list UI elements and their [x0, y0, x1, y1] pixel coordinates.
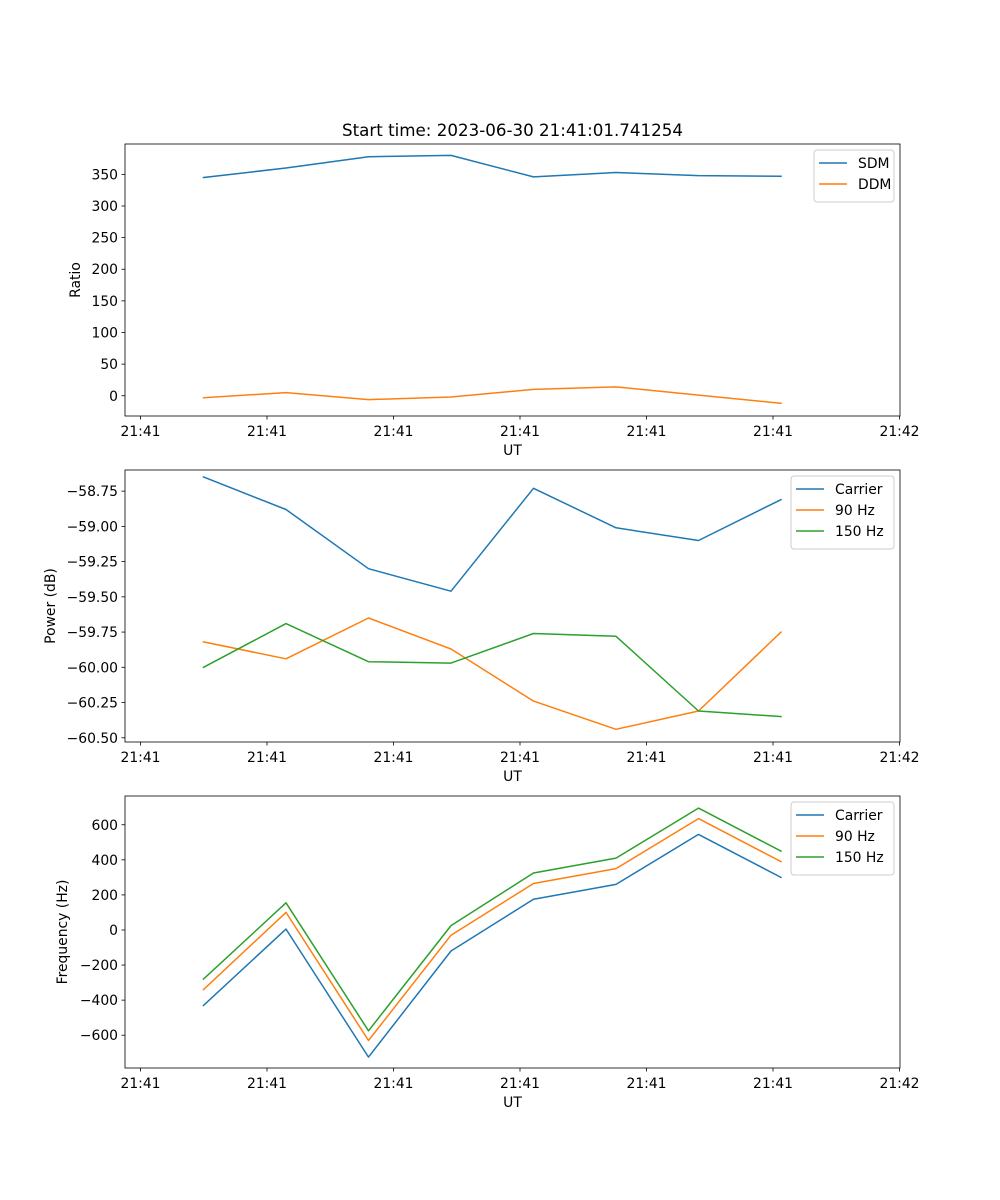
- x-tick-label: 21:41: [373, 1076, 413, 1092]
- x-tick-label: 21:41: [247, 424, 287, 440]
- y-axis-label: Frequency (Hz): [55, 880, 71, 985]
- legend-label-150-hz: 150 Hz: [835, 850, 884, 866]
- y-tick-label: −60.00: [67, 660, 118, 676]
- y-tick-label: 150: [91, 294, 118, 310]
- series-line-sdm: [202, 154, 782, 179]
- y-axis-label: Ratio: [68, 262, 84, 298]
- series-line-ddm: [202, 386, 782, 405]
- y-tick-label: −60.25: [67, 696, 118, 712]
- y-tick-label: −59.00: [67, 519, 118, 535]
- x-tick-label: 21:41: [500, 750, 540, 766]
- y-tick-label: −59.50: [67, 590, 118, 606]
- plot-frame: [124, 469, 901, 743]
- plot-frame: [124, 143, 901, 417]
- legend-label-90-hz: 90 Hz: [835, 829, 875, 845]
- x-tick-label: 21:41: [626, 750, 666, 766]
- series-line-150-hz: [202, 807, 783, 1032]
- y-tick-label: 100: [91, 326, 118, 342]
- y-tick-label: −58.75: [67, 484, 118, 500]
- y-tick-label: 0: [109, 389, 118, 405]
- y-tick-label: 300: [91, 199, 118, 215]
- x-tick-label: 21:41: [247, 750, 287, 766]
- x-axis-label: UT: [503, 443, 522, 459]
- series-line-carrier: [202, 833, 783, 1058]
- x-tick-label: 21:41: [500, 1076, 540, 1092]
- x-tick-label: 21:41: [753, 750, 793, 766]
- subplot-1: 21:41 21:41 21:41 21:41 21:41 21:41 21:42 0 50 10…: [68, 143, 920, 459]
- x-axis-label: UT: [503, 769, 522, 785]
- series-line-150-hz: [202, 622, 782, 718]
- x-tick-label: 21:41: [626, 424, 666, 440]
- y-tick-label: −600: [80, 1028, 118, 1044]
- x-tick-label: 21:42: [879, 1076, 919, 1092]
- chart-title: Start time: 2023-06-30 21:41:01.741254: [342, 120, 683, 140]
- legend-label-150-hz: 150 Hz: [835, 524, 884, 540]
- x-tick-label: 21:41: [120, 750, 160, 766]
- y-tick-label: −60.50: [67, 731, 118, 747]
- y-axis-label: Power (dB): [43, 568, 59, 644]
- legend: Carrier 90 Hz 150 Hz: [790, 801, 895, 876]
- legend-label-carrier: Carrier: [835, 482, 883, 498]
- legend: Carrier 90 Hz 150 Hz: [790, 475, 895, 550]
- y-tick-label: −400: [80, 993, 118, 1009]
- series-line-90-hz: [202, 617, 783, 731]
- legend: SDM DDM: [813, 149, 895, 203]
- subplot-2: 21:41 21:41 21:41 21:41 21:41 21:41 21:42 −60.5…: [43, 469, 920, 785]
- x-tick-label: 21:41: [626, 1076, 666, 1092]
- y-tick-label: 0: [109, 923, 118, 939]
- x-tick-label: 21:41: [120, 424, 160, 440]
- series-line-90-hz: [202, 817, 783, 1042]
- x-tick-label: 21:41: [753, 424, 793, 440]
- subplot-3: 21:41 21:41 21:41 21:41 21:41 21:41 21:42 −600 −…: [55, 795, 920, 1111]
- y-tick-label: 200: [91, 888, 118, 904]
- x-tick-label: 21:41: [373, 424, 413, 440]
- y-tick-label: −59.75: [67, 625, 118, 641]
- legend-label-ddm: DDM: [858, 177, 891, 193]
- y-tick-label: −59.25: [67, 555, 118, 571]
- y-tick-label: 400: [91, 853, 118, 869]
- legend-label-sdm: SDM: [858, 156, 890, 172]
- plot-frame: [124, 795, 901, 1069]
- y-tick-label: 200: [91, 262, 118, 278]
- x-tick-label: 21:41: [373, 750, 413, 766]
- x-tick-label: 21:42: [879, 750, 919, 766]
- y-tick-label: 250: [91, 231, 118, 247]
- x-tick-label: 21:41: [753, 1076, 793, 1092]
- x-tick-label: 21:41: [120, 1076, 160, 1092]
- legend-label-90-hz: 90 Hz: [835, 503, 875, 519]
- y-tick-label: 350: [91, 167, 118, 183]
- x-tick-label: 21:41: [500, 424, 540, 440]
- x-axis-label: UT: [503, 1095, 522, 1111]
- x-tick-label: 21:42: [879, 424, 919, 440]
- y-tick-label: 50: [100, 357, 118, 373]
- series-line-carrier: [202, 476, 783, 592]
- x-tick-label: 21:41: [247, 1076, 287, 1092]
- y-tick-label: 600: [91, 818, 118, 834]
- legend-label-carrier: Carrier: [835, 808, 883, 824]
- y-tick-label: −200: [80, 958, 118, 974]
